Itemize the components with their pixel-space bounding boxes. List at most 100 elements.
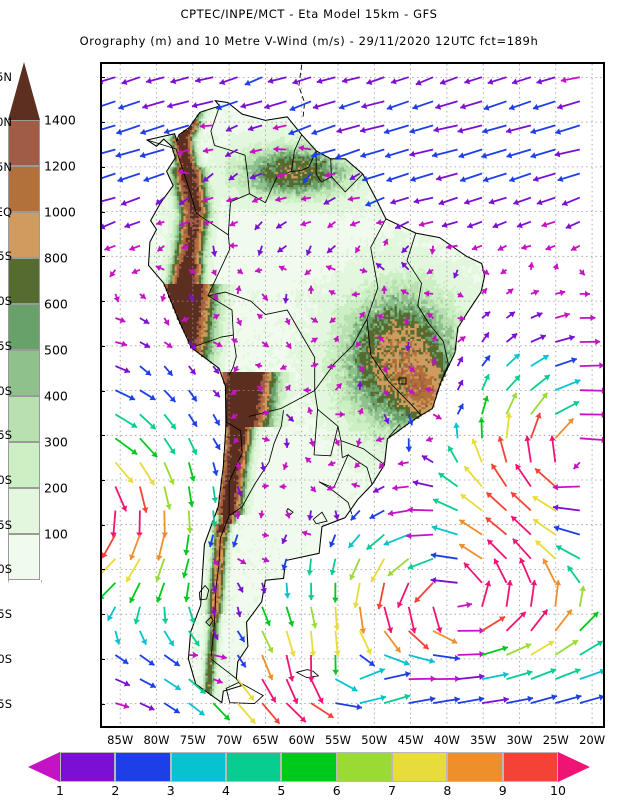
wind-vector: [384, 631, 400, 653]
wind-vector: [533, 496, 556, 510]
wind-vector: [313, 101, 335, 109]
wind-vector: [580, 694, 603, 703]
wind-vector: [426, 436, 433, 442]
wind-vector: [360, 125, 384, 133]
wind-colorbar-band: [447, 752, 502, 782]
wind-vector: [140, 655, 155, 665]
wind-vector: [558, 174, 580, 183]
wind-vector: [431, 552, 458, 559]
wind-vector: [335, 679, 357, 691]
latitude-tick-label: EQ: [0, 205, 12, 219]
wind-vector: [290, 101, 311, 111]
wind-vector: [164, 366, 172, 376]
wind-vector: [334, 631, 341, 656]
wind-vector: [555, 357, 577, 366]
wind-vector: [332, 655, 339, 675]
colorbar-tick-label: 1200: [44, 159, 76, 174]
wind-vector: [110, 270, 116, 277]
wind-vector: [140, 318, 149, 324]
wind-vector: [482, 374, 490, 390]
wind-vector: [412, 101, 433, 110]
wind-vector: [509, 174, 531, 183]
wind-vector: [102, 583, 115, 600]
wind-vector: [102, 125, 115, 134]
wind-vector: [521, 244, 531, 250]
wind-vector: [531, 694, 557, 703]
wind-vector: [555, 379, 580, 390]
wind-vector: [310, 631, 317, 657]
wind-vector: [579, 269, 585, 275]
longitude-tick-label: 35W: [470, 733, 496, 747]
latitude-tick-mark: [100, 122, 105, 123]
wind-vector: [513, 539, 531, 559]
wind-vector: [494, 559, 507, 583]
wind-vector: [188, 487, 195, 507]
wind-vector: [506, 413, 512, 439]
wind-colorbar-tick-label: 6: [333, 783, 341, 798]
wind-vector: [580, 437, 603, 444]
longitude-tick-label: 25W: [543, 733, 569, 747]
wind-vector: [464, 198, 482, 205]
longitude-tick-label: 55W: [325, 733, 351, 747]
orography-colorbar: 1400 1200 1000 800 600 500 400 300 200 100: [8, 62, 40, 728]
wind-vector: [556, 545, 580, 558]
wind-vector: [167, 101, 189, 109]
wind-vector: [162, 607, 169, 624]
wind-vector: [189, 390, 197, 401]
wind-vector: [140, 631, 147, 645]
wind-vector: [472, 245, 482, 251]
wind-vector: [507, 334, 518, 343]
wind-vector: [408, 559, 433, 570]
wind-vector: [406, 438, 413, 451]
chart-title-line2: Orography (m) and 10 Metre V-Wind (m/s) …: [0, 34, 618, 48]
wind-vector: [458, 380, 464, 390]
wind-vector: [433, 414, 441, 420]
wind-vector: [118, 174, 140, 183]
wind-vector: [102, 198, 115, 205]
wind-vector: [580, 339, 600, 346]
colorbar-tick-label: 200: [44, 481, 68, 496]
wind-vector: [140, 462, 155, 485]
wind-vector: [458, 696, 485, 703]
wind-vector: [238, 679, 254, 701]
wind-colorbar-tick-label: 7: [388, 783, 396, 798]
wind-vector: [464, 77, 482, 84]
wind-vector: [360, 655, 375, 666]
wind-vector: [531, 413, 542, 438]
latitude-tick-label: 35S: [0, 518, 12, 532]
wind-vector: [213, 703, 229, 720]
wind-speed-colorbar: 1 2 3 4 5 6 7 8 9 10: [0, 752, 618, 798]
wind-vector: [509, 101, 531, 110]
wind-vector: [241, 101, 263, 109]
wind-vector: [413, 480, 433, 487]
wind-colorbar-band: [60, 752, 115, 782]
wind-vector: [184, 583, 191, 602]
wind-vector: [440, 77, 458, 85]
latitude-tick-mark: [100, 256, 105, 257]
latitude-tick-label: 15N: [0, 70, 12, 84]
wind-vector: [287, 703, 306, 722]
wind-vector: [481, 150, 506, 159]
colorbar-tick-label: 600: [44, 297, 68, 312]
wind-vector: [519, 558, 531, 583]
wind-vector: [482, 312, 490, 318]
wind-vector: [414, 198, 433, 205]
wind-vector: [391, 77, 409, 84]
wind-vector: [524, 436, 531, 463]
latitude-tick-mark: [100, 435, 105, 436]
wind-vector: [367, 77, 385, 85]
wind-vector: [398, 460, 409, 467]
wind-vector: [492, 464, 507, 487]
colorbar-band: [8, 396, 40, 442]
wind-vector: [482, 581, 491, 607]
wind-vector: [408, 507, 434, 514]
wind-vector: [134, 607, 140, 624]
wind-vector: [409, 696, 436, 703]
wind-vector: [554, 525, 580, 534]
wind-vector: [213, 390, 220, 397]
wind-colorbar-tick-label: 9: [499, 783, 507, 798]
wind-vector: [164, 655, 179, 666]
wind-vector: [115, 438, 137, 454]
chart-title-line1: CPTEC/INPE/MCT - Eta Model 15km - GFS: [0, 7, 618, 21]
wind-vector: [433, 696, 460, 703]
